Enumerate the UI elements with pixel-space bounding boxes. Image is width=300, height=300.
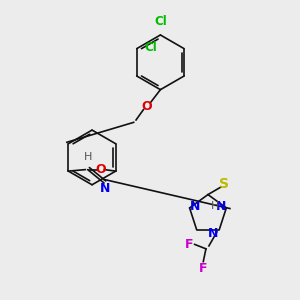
Text: N: N	[216, 200, 226, 213]
Text: Cl: Cl	[154, 14, 167, 28]
Text: S: S	[219, 177, 229, 191]
Text: N: N	[208, 226, 219, 240]
Text: N: N	[190, 200, 200, 213]
Text: F: F	[199, 262, 207, 275]
Text: F: F	[185, 238, 194, 251]
Text: O: O	[95, 163, 106, 176]
Text: H: H	[84, 152, 92, 162]
Text: N: N	[100, 182, 111, 195]
Text: O: O	[142, 100, 152, 112]
Text: Cl: Cl	[144, 41, 157, 54]
Text: H: H	[211, 201, 219, 212]
